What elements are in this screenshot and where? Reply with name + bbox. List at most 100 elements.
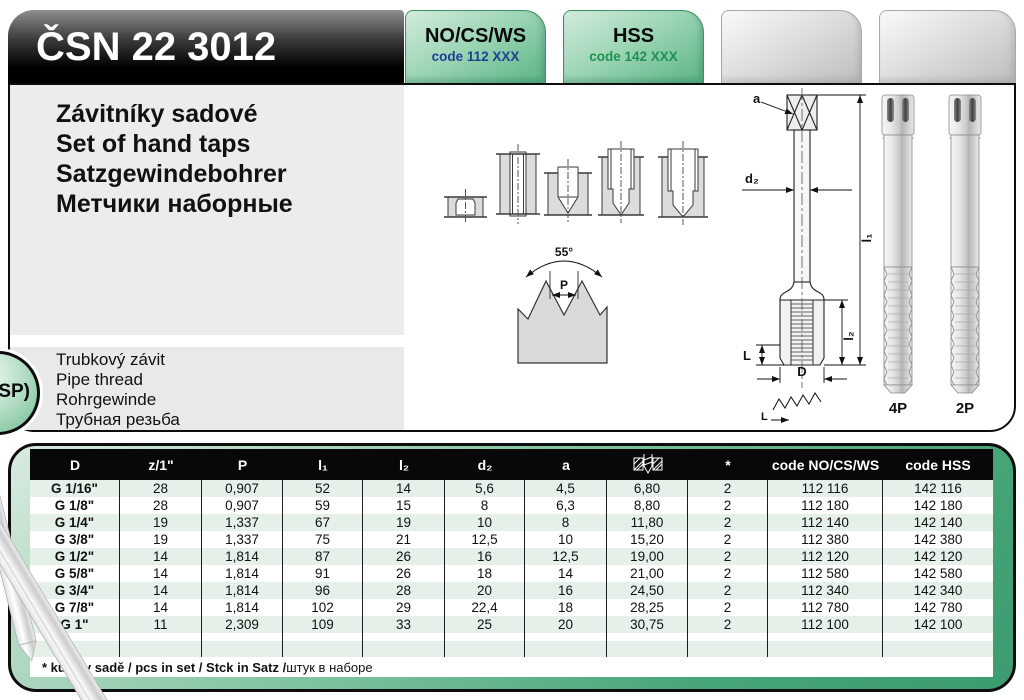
pitch-label: P — [560, 278, 568, 292]
product-name-de: Satzgewindebohrer — [56, 160, 287, 188]
table-cell: 2 — [688, 582, 768, 599]
table-cell: 10 — [525, 531, 607, 548]
table-cell: 28 — [120, 497, 202, 514]
table-cell: 59 — [283, 497, 363, 514]
tab-empty-2 — [879, 10, 1016, 83]
table-cell: 112 120 — [768, 548, 883, 565]
table-row: G 7/8" 14 1,814 102 29 22,4 18 28,25 2 112 780 142… — [30, 599, 993, 616]
table-cell: 14 — [525, 565, 607, 582]
table-cell — [445, 641, 525, 657]
dimension-table-panel: D z/1" P l₁ l₂ d₂ a * — [8, 443, 1016, 692]
col-header-code-hss: code HSS — [905, 456, 971, 473]
table-cell: 8,80 — [607, 497, 688, 514]
table-cell: 1,814 — [202, 548, 283, 565]
table-row: G 5/8" 14 1,814 91 26 18 14 21,00 2 112 580 142 58… — [30, 565, 993, 582]
table-cell: 2 — [688, 531, 768, 548]
table-cell: 142 180 — [913, 498, 963, 513]
footnote-cyrillic: штук в наборе — [286, 659, 373, 675]
table-cell: 2 — [688, 514, 768, 531]
table-cell: 0,907 — [202, 480, 283, 497]
table-cell: 8 — [445, 497, 525, 514]
table-cell: 2,309 — [202, 616, 283, 633]
table-cell: 16 — [525, 582, 607, 599]
table-cell — [883, 633, 993, 641]
table-cell: G 1/2" — [30, 548, 120, 565]
table-cell — [283, 641, 363, 657]
table-cell: 15 — [363, 497, 445, 514]
col-header-D: D — [69, 456, 81, 473]
table-cell: 112 116 — [768, 480, 883, 497]
table-cell: 28 — [120, 480, 202, 497]
table-cell: 112 380 — [768, 531, 883, 548]
table-cell: 18 — [525, 599, 607, 616]
table-body: G 1/16" 28 0,907 52 14 5,6 4,5 6,80 2 112 116 142 … — [30, 480, 993, 677]
col-header-P: P — [237, 456, 248, 473]
table-cell: 33 — [363, 616, 445, 633]
table-cell: 18 — [445, 565, 525, 582]
table-cell: 14 — [120, 599, 202, 616]
tap-set-2p-label: 2P — [956, 400, 974, 417]
table-cell: G 1/4" — [30, 514, 120, 531]
table-cell: 2 — [688, 565, 768, 582]
table-cell — [363, 641, 445, 657]
table-cell: 112 100 — [768, 616, 883, 633]
table-cell: 19 — [363, 514, 445, 531]
table-cell — [283, 633, 363, 641]
dim-label-D: D — [797, 364, 806, 379]
table-cell: 10 — [445, 514, 525, 531]
thread-type-de: Rohrgewinde — [56, 390, 157, 409]
table-row: G 3/8" 19 1,337 75 21 12,5 10 15,20 2 112 380 142 … — [30, 531, 993, 548]
table-cell: 1,337 — [202, 531, 283, 548]
table-cell: 142 100 — [913, 617, 963, 632]
table-cell: 142 140 — [913, 515, 963, 530]
table-cell: 109 — [283, 616, 363, 633]
col-header-d2: d₂ — [477, 456, 493, 473]
table-row: G 1" 11 2,309 109 33 25 20 30,75 2 112 100 142 100 — [30, 616, 993, 633]
dim-label-L-lead: L — [761, 411, 768, 423]
dim-label-d2: d₂ — [745, 171, 759, 186]
table-cell: 75 — [283, 531, 363, 548]
table-cell — [607, 641, 688, 657]
tab-hss[interactable]: HSS code 142 XXX — [563, 10, 704, 83]
tab-no-cs-ws[interactable]: NO/CS/WS code 112 XXX — [405, 10, 546, 83]
thread-type-cs: Trubkový závit — [56, 350, 165, 369]
bsp-badge-label: BSP) — [0, 381, 30, 403]
table-header-row: D z/1" P l₁ l₂ d₂ a * — [30, 449, 993, 480]
table-cell: 0,907 — [202, 497, 283, 514]
table-cell: 16 — [445, 548, 525, 565]
table-cell — [120, 633, 202, 641]
table-cell: 2 — [688, 480, 768, 497]
tab-empty-1 — [721, 10, 862, 83]
table-cell: 112 140 — [768, 514, 883, 531]
table-cell: 8 — [525, 514, 607, 531]
table-cell — [202, 641, 283, 657]
product-titles: Závitníky sadové Set of hand taps Satzge… — [10, 85, 404, 335]
table-cell: 14 — [120, 582, 202, 599]
table-cell — [525, 641, 607, 657]
table-cell: 11,80 — [607, 514, 688, 531]
table-cell: 112 780 — [768, 599, 883, 616]
table-cell: 6,80 — [607, 480, 688, 497]
table-cell: G 3/4" — [30, 582, 120, 599]
table-cell: 15,20 — [607, 531, 688, 548]
table-cell: 142 116 — [914, 481, 962, 496]
table-cell: 2 — [688, 599, 768, 616]
product-panel: Závitníky sadové Set of hand taps Satzge… — [8, 83, 1016, 511]
table-cell: 14 — [120, 548, 202, 565]
table-cell — [30, 633, 120, 641]
table-cell: 112 340 — [768, 582, 883, 599]
tab-label: HSS — [612, 25, 655, 47]
table-cell: 1,814 — [202, 582, 283, 599]
dim-label-l1: l₁ — [859, 234, 874, 243]
table-cell: 67 — [283, 514, 363, 531]
table-cell: 11 — [120, 616, 202, 633]
table-cell: 14 — [120, 565, 202, 582]
footnote-latin: * kusy v sadě / pcs in set / Stck in Sat… — [42, 659, 287, 675]
table-cell: 29 — [363, 599, 445, 616]
table-row — [30, 641, 993, 657]
table-cell: 25 — [445, 616, 525, 633]
table-row — [30, 633, 993, 641]
table-cell: 1,814 — [202, 599, 283, 616]
table-cell — [883, 641, 993, 657]
tap-set-4p-label: 4P — [889, 400, 907, 417]
